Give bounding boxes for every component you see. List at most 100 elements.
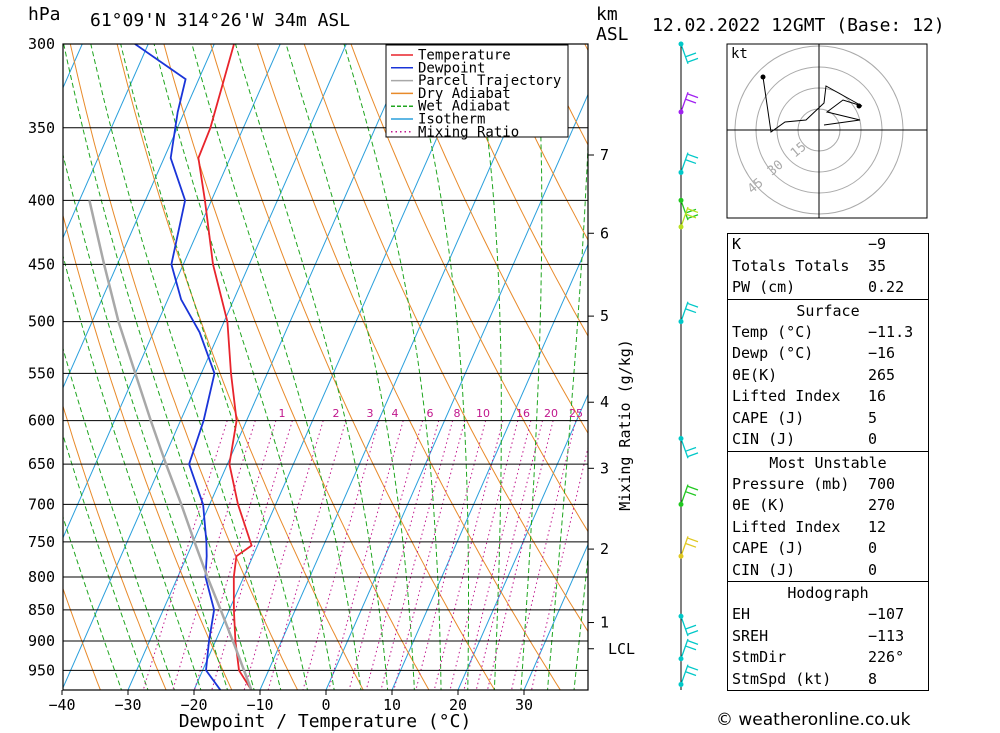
hodograph-start-point: [760, 74, 766, 80]
wet-adiabat-line: [407, 44, 469, 690]
pressure-tick-label: 850: [28, 601, 55, 619]
wet-adiabat-line: [63, 346, 175, 690]
pressure-tick-label: 950: [28, 661, 55, 679]
mixing-ratio-line: [433, 420, 504, 690]
wind-barb-staff: [680, 200, 689, 221]
wind-barb-flag: [687, 302, 699, 308]
legend-entry: Wet Adiabat: [418, 99, 511, 115]
wind-barb: [680, 438, 699, 459]
dry-adiabat-line: [303, 44, 588, 633]
legend-box: [385, 44, 569, 138]
wind-barb-staff: [680, 536, 689, 557]
mixing-ratio-label: 25: [569, 407, 583, 420]
pressure-tick-label: 400: [28, 191, 55, 209]
mixing-ratio-label: 16: [516, 407, 530, 420]
temperature-line: [197, 44, 253, 690]
pressure-lines: [63, 43, 588, 671]
mixing-ratio-line: [348, 420, 424, 690]
wind-barb-staff: [680, 664, 689, 685]
wind-barb-flag: [685, 645, 697, 651]
mixing-ratio-label: 20: [544, 407, 558, 420]
wet-adiabat-line: [547, 134, 588, 690]
hodograph-stat-label: StmDir: [732, 648, 787, 666]
legend-entry: Parcel Trajectory: [418, 73, 561, 89]
wind-barb-flag: [685, 542, 697, 548]
mixing-ratio-line: [415, 420, 487, 690]
isotherm-line: [391, 243, 588, 690]
hodograph-stat-value: −113: [868, 626, 905, 645]
wind-barb-flag: [685, 308, 697, 314]
most-unstable-row: Pressure (mb) 700: [728, 474, 928, 496]
wind-barb-staff: [680, 638, 689, 659]
wind-barb-staff: [680, 616, 689, 637]
wet-adiabat-line: [573, 552, 588, 690]
wind-barb-flag: [687, 57, 699, 63]
legend-entry: Dewpoint: [418, 60, 485, 76]
hodograph-stat-label: StmSpd (kt): [732, 669, 832, 688]
hodograph-stat-row: EH −107: [728, 604, 928, 626]
surface-label: CIN (J): [732, 430, 796, 448]
wind-barb: [680, 638, 699, 659]
index-value: 0.22: [868, 278, 905, 296]
location-title: 61°09'N 314°26'W 34m ASL: [90, 10, 350, 31]
surface-row: CAPE (J) 5: [728, 408, 928, 430]
wind-barb-staff: [680, 438, 689, 459]
temperature-tick-label: −40: [48, 696, 75, 714]
hodograph-stat-row: StmDir 226°: [728, 647, 928, 669]
wind-barb-flag: [687, 630, 699, 635]
surface-value: −11.3: [868, 322, 914, 341]
mixing-ratio-line: [475, 420, 543, 690]
mixing-ratio-label: 10: [476, 407, 490, 420]
axis-labels: 1 2 3 4 6 8 10 16 20 2530035040045050055060065070…: [28, 35, 635, 714]
pressure-tick-label: 300: [28, 35, 55, 53]
dry-adiabat-line: [163, 44, 430, 690]
mixing-ratio-line: [393, 420, 466, 690]
most-unstable-value: 270: [868, 496, 896, 514]
km-tick-label: 2: [600, 540, 609, 558]
surface-label: Dewp (°C): [732, 344, 814, 362]
hodograph-unit-label: kt: [731, 46, 748, 62]
most-unstable-label: Pressure (mb): [732, 474, 850, 493]
temperature-tick-label: −30: [114, 696, 141, 714]
wet-adiabat-line: [520, 44, 543, 690]
surface-value: −16: [868, 344, 896, 362]
mixing-ratio-line: [365, 420, 440, 690]
wet-adiabat-line: [120, 44, 309, 690]
wind-profile: [678, 41, 699, 690]
most-unstable-value: 0: [868, 539, 878, 557]
isotherm-line: [63, 44, 347, 689]
km-tick-label: 7: [600, 146, 609, 164]
isotherm-line: [63, 44, 149, 239]
wet-adiabat-line: [191, 44, 362, 690]
hodograph-trace: [762, 76, 863, 133]
wind-barb-flag: [685, 98, 697, 104]
km-label: km: [596, 4, 618, 25]
wind-barb-flag: [687, 665, 699, 671]
surface-row: Temp (°C) −11.3: [728, 322, 928, 344]
wind-barb: [680, 484, 699, 505]
surface-row: Lifted Index 16: [728, 386, 928, 408]
mixing-ratio-label: 2: [333, 407, 340, 420]
pressure-tick-label: 450: [28, 255, 55, 273]
legend-entry: Dry Adiabat: [418, 86, 511, 102]
dewpoint-line: [134, 44, 222, 690]
plot-frame: [62, 43, 589, 691]
surface-row: θE(K) 265: [728, 365, 928, 387]
temperature-tick-label: 10: [383, 696, 401, 714]
hodograph-stat-row: SREH −113: [728, 626, 928, 648]
dry-adiabat-line: [350, 44, 588, 533]
temperature-tick-label: −20: [180, 696, 207, 714]
index-value: 35: [868, 256, 887, 275]
mixing-ratio-label: 4: [392, 407, 399, 420]
pressure-tick-label: 650: [28, 455, 55, 473]
hodograph-stat-value: −107: [868, 605, 905, 623]
wind-barb-flag: [685, 159, 697, 165]
mixing-ratio-line: [486, 420, 554, 690]
surface-title: Surface: [728, 298, 928, 322]
profile-series: [88, 44, 253, 690]
dry-adiabat-line: [210, 44, 496, 690]
most-unstable-label: CIN (J): [732, 560, 796, 579]
surface-value: 5: [868, 408, 878, 427]
hodograph-title: Hodograph: [728, 581, 928, 604]
